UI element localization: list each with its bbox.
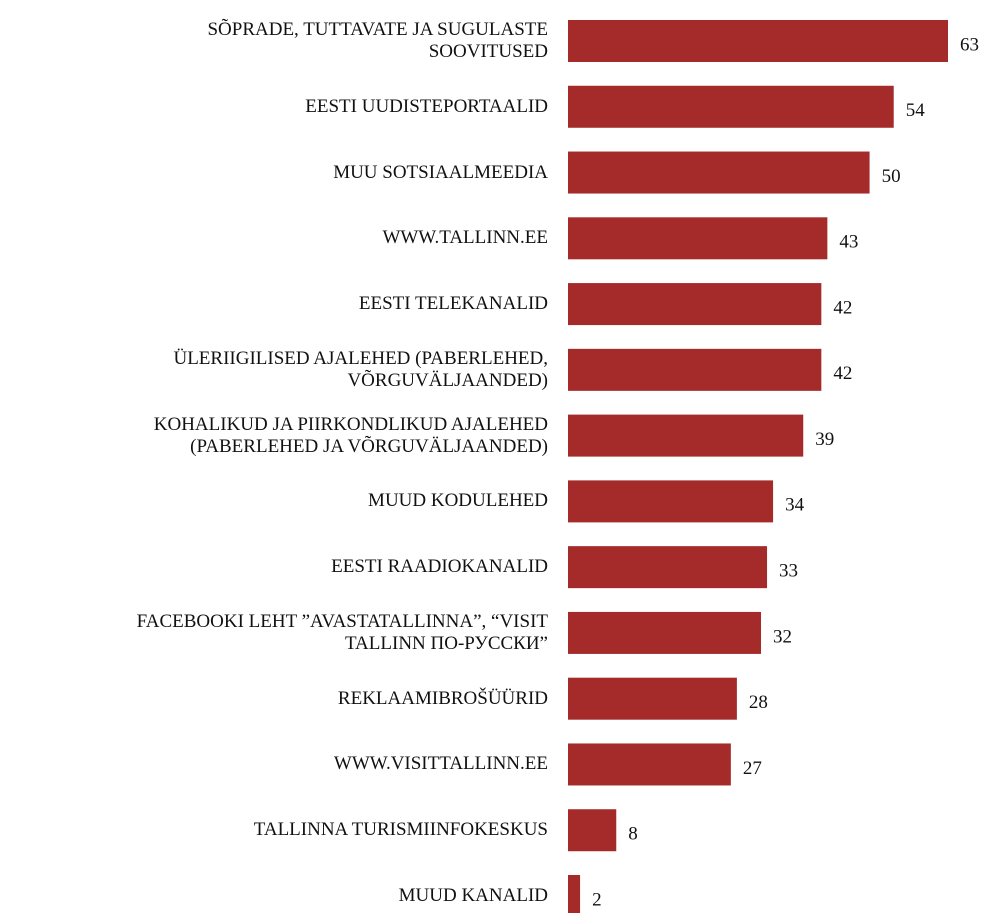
category-label: EESTI TELEKANALID xyxy=(358,293,548,315)
bar xyxy=(568,414,804,457)
value-label: 27 xyxy=(743,758,762,779)
value-label: 54 xyxy=(906,100,926,121)
bar xyxy=(568,480,774,523)
category-label: SÕPRADE, TUTTAVATE JA SUGULASTE SOOVITUS… xyxy=(207,19,548,62)
value-label: 32 xyxy=(773,626,792,647)
value-label: 39 xyxy=(815,429,834,450)
value-label: 2 xyxy=(592,889,602,910)
value-label: 8 xyxy=(628,824,638,845)
bar xyxy=(568,875,581,913)
category-label: WWW.VISITTALLINN.EE xyxy=(333,753,548,775)
category-label: KOHALIKUD JA PIIRKONDLIKUD AJALEHED (PAB… xyxy=(153,413,548,457)
value-label: 42 xyxy=(833,363,852,384)
category-label: EESTI RAADIOKANALID xyxy=(331,556,548,578)
bar xyxy=(568,743,731,786)
bar xyxy=(568,283,822,326)
bar xyxy=(568,85,894,128)
value-label: 63 xyxy=(960,34,979,55)
bar xyxy=(568,611,762,654)
value-label: 28 xyxy=(749,692,768,713)
value-label: 42 xyxy=(833,297,852,318)
category-label: MUU SOTSIAALMEEDIA xyxy=(333,161,548,183)
value-label: 50 xyxy=(882,166,901,187)
bar xyxy=(568,809,617,852)
bar xyxy=(568,546,768,589)
bar xyxy=(568,348,822,391)
value-label: 43 xyxy=(839,232,858,253)
category-label: MUUD KODULEHED xyxy=(368,490,548,512)
category-label: WWW.TALLINN.EE xyxy=(382,227,548,249)
category-label: TALLINNA TURISMIINFOKESKUS xyxy=(253,819,548,841)
bar xyxy=(568,151,870,194)
value-label: 33 xyxy=(779,561,798,582)
category-label: FACEBOOKI LEHT ”AVASTATALLINNA”, “VISIT … xyxy=(136,610,548,654)
bar xyxy=(568,20,948,62)
value-label: 34 xyxy=(785,495,805,516)
bar xyxy=(568,217,828,260)
category-label: ÜLERIIGILISED AJALEHED (PABERLEHED, VÕRG… xyxy=(173,347,548,391)
bar xyxy=(568,677,737,720)
category-label: MUUD KANALID xyxy=(398,885,548,906)
category-label: REKLAAMIBROŠÜÜRID xyxy=(337,687,548,709)
category-label: EESTI UUDISTEPORTAALID xyxy=(305,95,548,117)
